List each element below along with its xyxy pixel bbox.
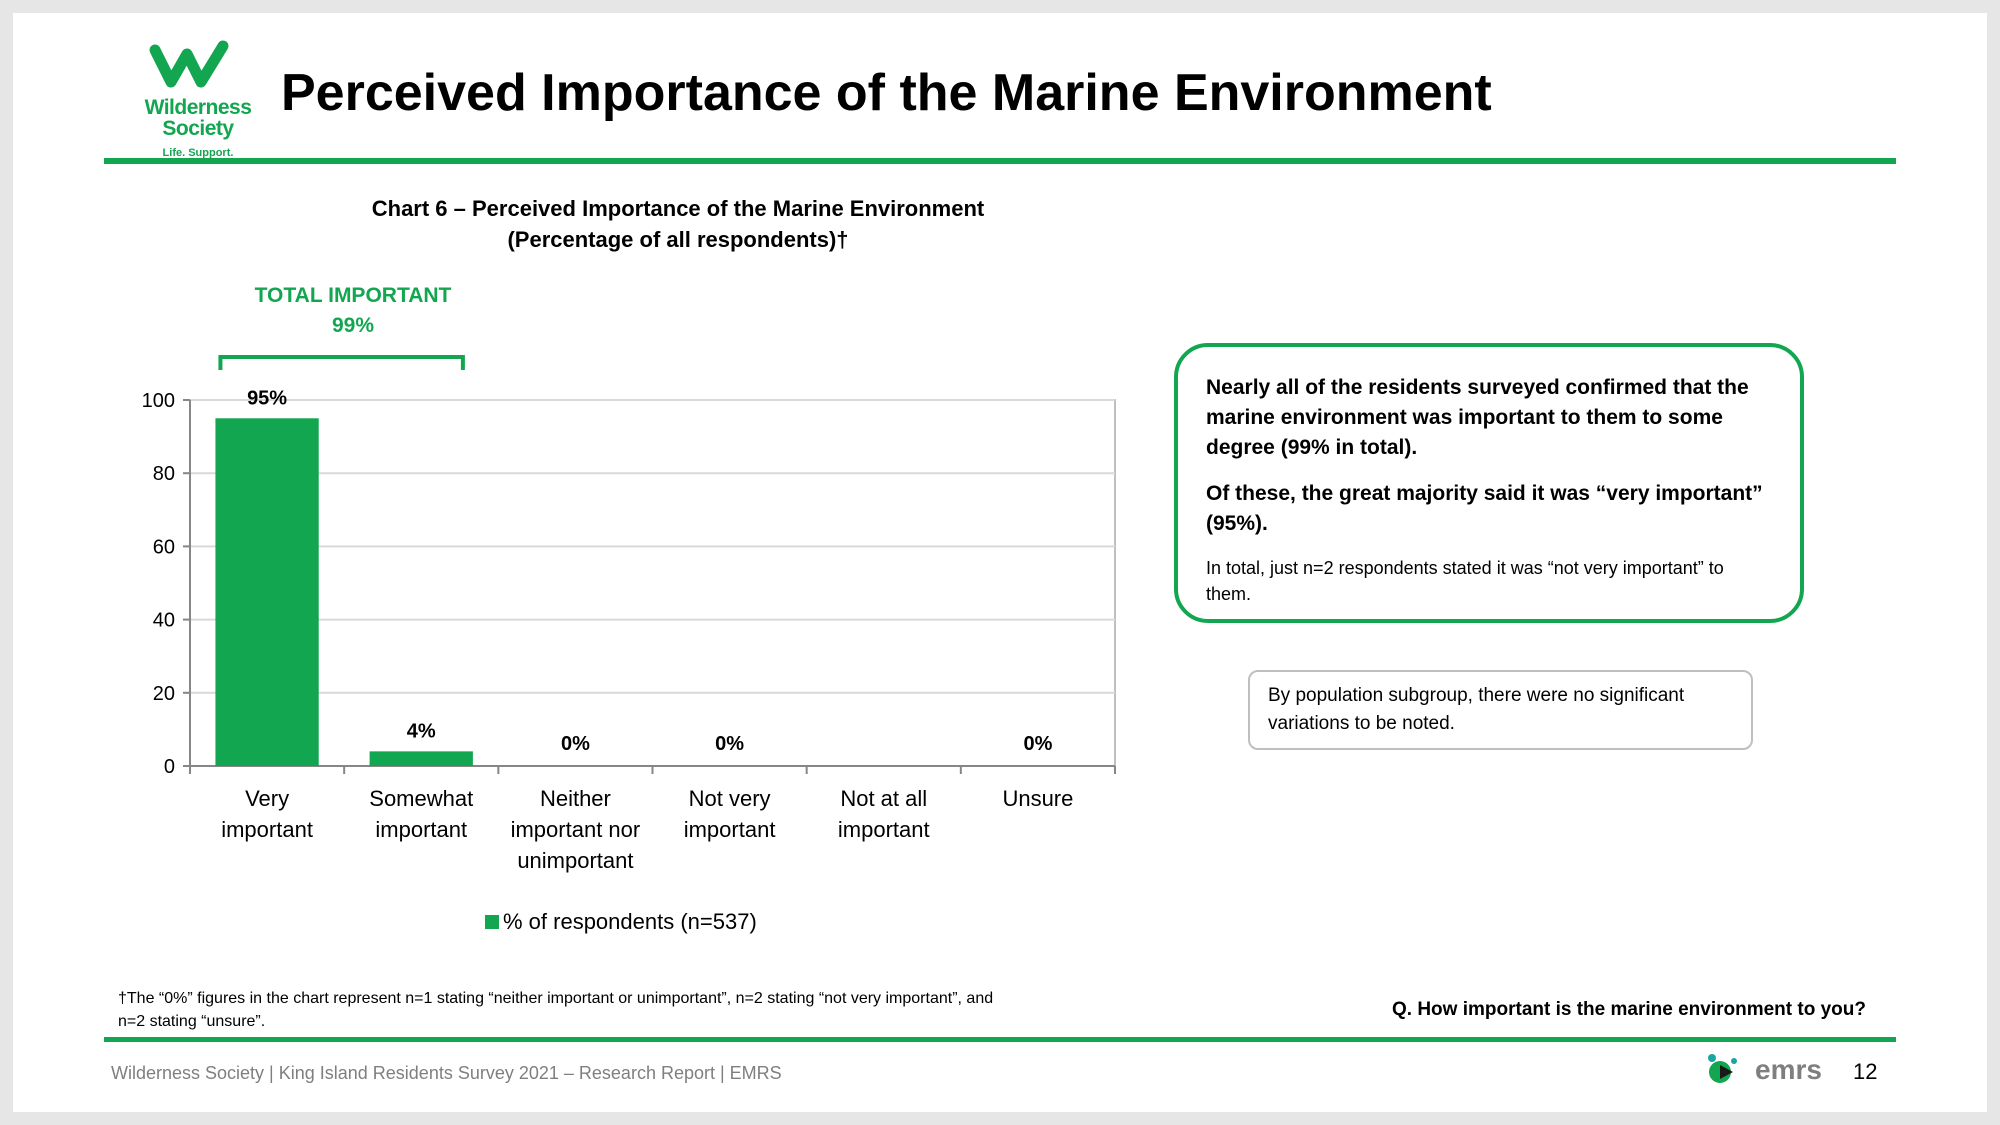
x-category-label: important xyxy=(684,817,776,842)
y-tick-label: 20 xyxy=(153,683,175,705)
chart-title: Chart 6 – Perceived Importance of the Ma… xyxy=(313,193,1043,255)
insight-paragraph-1: Nearly all of the residents surveyed con… xyxy=(1206,376,1749,459)
page-number: 12 xyxy=(1853,1059,1878,1084)
plot-area xyxy=(189,399,1116,767)
survey-question: Q. How important is the marine environme… xyxy=(1392,999,1866,1020)
legend-swatch xyxy=(485,915,499,929)
chart-title-line1: Chart 6 – Perceived Importance of the Ma… xyxy=(371,196,985,221)
header-divider xyxy=(104,158,1896,164)
footer-divider xyxy=(104,1037,1896,1042)
total-important-bracket xyxy=(218,355,465,370)
bar xyxy=(369,751,473,766)
y-tick-label: 40 xyxy=(153,610,175,632)
x-category-label: Not very xyxy=(689,786,771,811)
chart-legend: % of respondents (n=537) xyxy=(485,909,757,935)
data-label: 0% xyxy=(715,733,744,755)
chart-footnote: †The “0%” figures in the chart represent… xyxy=(118,990,994,1030)
y-tick-label: 80 xyxy=(153,463,175,485)
x-category-label: Neither xyxy=(540,786,611,811)
insight-callout: Nearly all of the residents surveyed con… xyxy=(1174,343,1804,623)
slide: Wilderness Society Life. Support. Percei… xyxy=(13,13,1987,1112)
y-tick-label: 100 xyxy=(142,390,175,412)
bar-chart: 0 20 40 60 80 100 95% Very important 4% Somewhat im… xyxy=(142,355,1116,873)
x-category-label: Not at all xyxy=(840,786,927,811)
logo-name: Wilderness Society xyxy=(144,96,252,140)
legend-label: % of respondents (n=537) xyxy=(503,909,757,934)
insight-paragraph-3: In total, just n=2 respondents stated it… xyxy=(1206,558,1724,604)
total-important-label: TOTAL IMPORTANT 99% xyxy=(228,281,478,341)
x-category-label: Somewhat xyxy=(369,786,473,811)
data-label: 95% xyxy=(247,387,287,409)
logo-tagline: Life. Support. xyxy=(162,147,234,159)
data-label: 0% xyxy=(1023,733,1052,755)
wilderness-society-logo-icon xyxy=(149,40,229,88)
emrs-logo-icon xyxy=(1708,1054,1737,1083)
footer-text: Wilderness Society | King Island Residen… xyxy=(111,1063,782,1083)
x-category-label: important xyxy=(221,817,313,842)
bar xyxy=(215,418,319,766)
subgroup-note: By population subgroup, there were no si… xyxy=(1248,670,1753,750)
emrs-brand: emrs xyxy=(1755,1054,1822,1085)
x-category-label: important xyxy=(375,817,467,842)
y-tick-label: 60 xyxy=(153,536,175,558)
x-category-label: important nor xyxy=(511,817,641,842)
chart-title-line2: (Percentage of all respondents)† xyxy=(507,227,849,252)
x-category-label: unimportant xyxy=(517,848,633,873)
total-important-value: 99% xyxy=(331,314,375,337)
x-category-label: Unsure xyxy=(1002,786,1073,811)
x-category-label: important xyxy=(838,817,930,842)
total-important-text: TOTAL IMPORTANT xyxy=(254,284,452,307)
page-title: Perceived Importance of the Marine Envir… xyxy=(281,64,1492,122)
x-category-label: Very xyxy=(245,786,289,811)
y-tick-label: 0 xyxy=(164,756,175,778)
data-label: 4% xyxy=(407,720,436,742)
insight-paragraph-2: Of these, the great majority said it was… xyxy=(1206,482,1763,535)
data-label: 0% xyxy=(561,733,590,755)
